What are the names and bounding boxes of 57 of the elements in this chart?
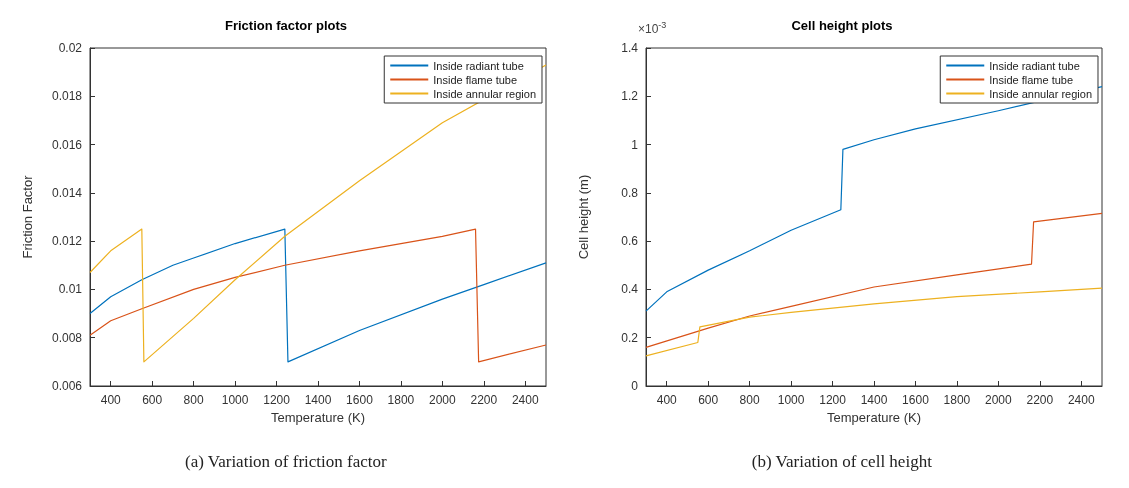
x-tick-label: 2400	[1067, 393, 1095, 407]
y-tick-label: 0.6	[621, 234, 639, 249]
x-tick-label: 400	[100, 393, 122, 407]
x-tick-label: 800	[183, 393, 204, 407]
x-tick-label: 1600	[902, 393, 930, 407]
chart-title: Friction factor plots	[224, 18, 348, 33]
y-tick-label: 0.4	[621, 282, 639, 297]
y-tick-label: 0.8	[621, 185, 639, 200]
x-tick-label: 600	[698, 393, 719, 407]
x-axis-title: Temperature (K)	[271, 409, 365, 425]
y-tick-label: 1	[631, 137, 639, 152]
x-tick-label: 600	[142, 393, 163, 407]
line-series	[645, 212, 1103, 348]
text: (b) Variation of cell height	[751, 452, 933, 471]
line-series	[89, 228, 547, 363]
y-tick-label: 0.018	[51, 89, 83, 104]
x-tick-label: 1400	[860, 393, 888, 407]
y-axis-title: Friction Factor	[20, 174, 35, 259]
y-tick-label: 0.02	[58, 41, 83, 55]
legend-label: Inside radiant tube	[433, 59, 524, 72]
x-tick-label: 1800	[387, 393, 415, 407]
y-tick-label: 0.006	[51, 379, 83, 393]
legend-label: Inside flame tube	[989, 73, 1074, 86]
x-tick-label: 1400	[304, 393, 332, 407]
x-tick-label: 2200	[470, 393, 498, 407]
y-tick-label: 0.2	[621, 330, 639, 345]
x-tick-label: 1800	[943, 393, 971, 407]
legend-label: Inside radiant tube	[989, 59, 1080, 72]
y-axis-title: Cell height (m)	[576, 174, 591, 260]
y-tick-label: 0.01	[58, 282, 83, 297]
x-tick-label: 2200	[1026, 393, 1054, 407]
y-tick-label: 0	[631, 379, 639, 393]
x-tick-label: 2000	[429, 393, 457, 407]
x-tick-label: 1200	[819, 393, 847, 407]
text: (a) Variation of friction factor	[184, 452, 388, 471]
x-tick-label: 1600	[346, 393, 374, 407]
chart-title: Cell height plots	[791, 18, 893, 33]
line-series	[645, 287, 1103, 357]
x-tick-label: 1200	[263, 393, 291, 407]
y-tick-label: 0.012	[51, 234, 83, 249]
y-tick-label: 0.008	[51, 330, 83, 345]
y-tick-label: 0.016	[51, 137, 83, 152]
x-tick-label: 2000	[985, 393, 1013, 407]
x-tick-label: 1000	[221, 393, 249, 407]
x-tick-label: 2400	[511, 393, 539, 407]
legend-label: Inside annular region	[989, 87, 1093, 100]
y-tick-label: 0.014	[51, 185, 83, 200]
line-series	[89, 64, 547, 363]
x-tick-label: 400	[656, 393, 678, 407]
y-tick-label: 1.2	[621, 89, 639, 104]
line-series	[645, 86, 1103, 312]
x-tick-label: 800	[739, 393, 760, 407]
x-tick-label: 1000	[777, 393, 805, 407]
x-axis-title: Temperature (K)	[827, 409, 921, 425]
y-tick-label: 1.4	[621, 41, 639, 55]
legend-label: Inside flame tube	[433, 73, 518, 86]
legend-label: Inside annular region	[433, 87, 537, 100]
